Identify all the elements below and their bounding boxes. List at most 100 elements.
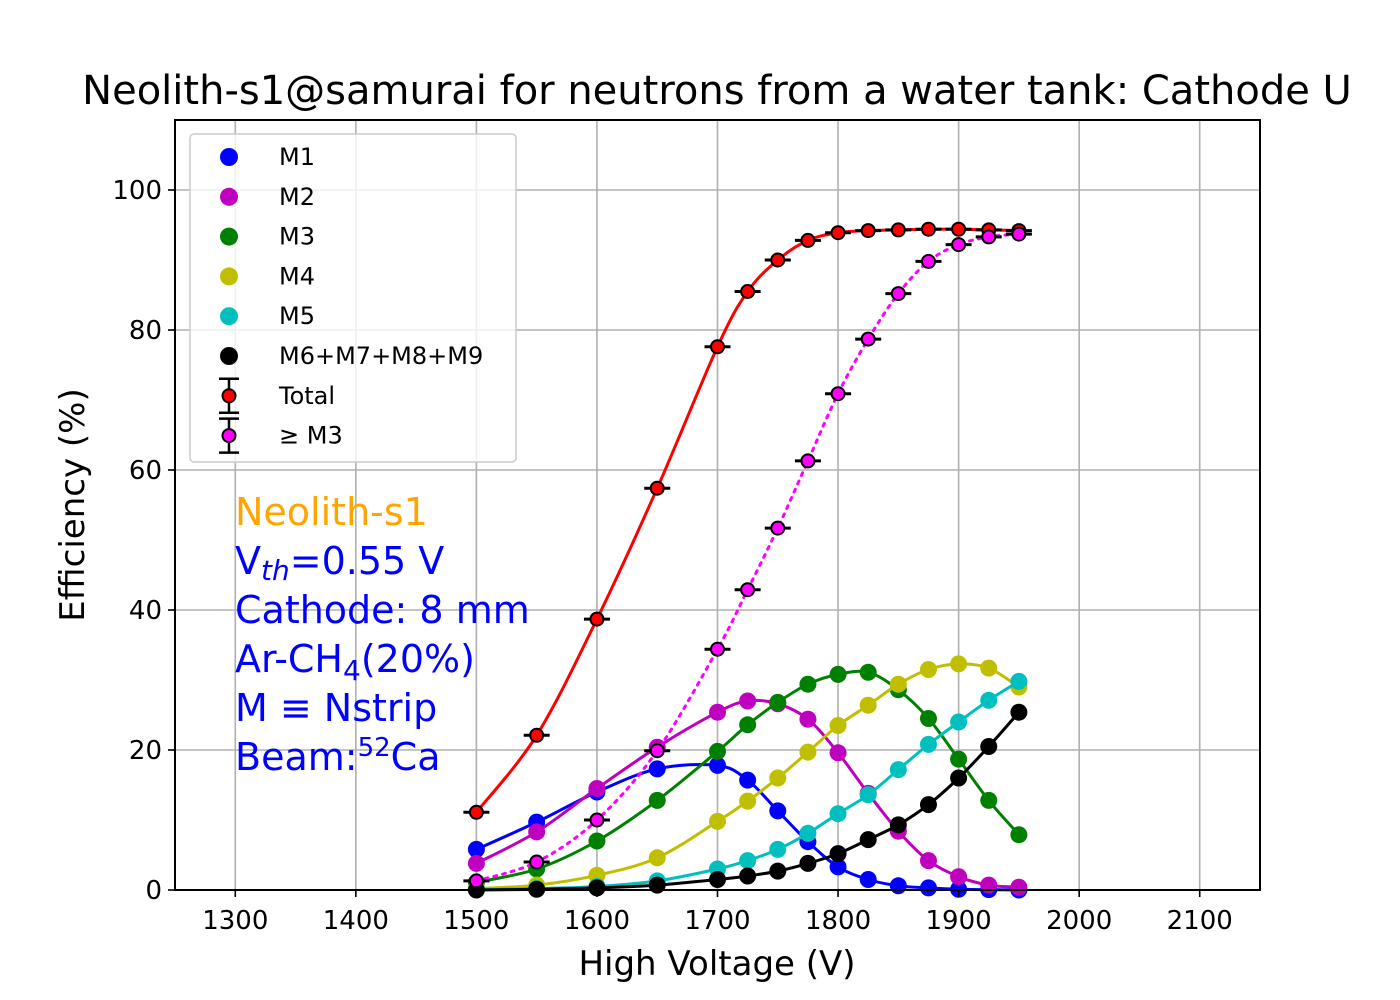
annotation-block: Neolith-s1 Vth=0.55 V Cathode: 8 mm Ar-C… [235,490,530,779]
data-point [889,761,907,779]
data-point [739,692,757,710]
data-point [799,854,817,872]
legend-entry-total: Total [219,377,335,415]
series-m2 [467,692,1028,896]
data-point [800,232,816,248]
data-point [980,738,998,755]
x-tick-label: 1900 [926,906,992,936]
data-point [830,386,846,402]
data-point [1010,826,1028,844]
y-tick-label: 100 [112,176,162,206]
data-point [740,284,756,299]
data-point [739,867,757,885]
data-point [709,812,726,830]
annotation-beam: Beam:52Ca [235,733,440,779]
data-point [799,675,817,693]
data-point [769,862,787,880]
data-point [981,229,997,245]
data-point [829,665,847,683]
data-point [648,791,666,809]
legend-label: M1 [279,143,315,171]
y-axis-title: Efficiency (%) [53,388,93,621]
data-point [769,693,787,711]
legend-entry-m1: M1 [220,143,315,171]
legend-marker [220,267,238,286]
legend-marker [220,307,238,326]
annotation-gas: Ar-CH4(20%) [235,637,475,687]
chart-title: Neolith-s1@samurai for neutrons from a w… [82,68,1352,114]
data-point [799,710,817,728]
annotation-cathode: Cathode: 8 mm [235,588,530,632]
series-line [474,232,1021,883]
legend: M1 M2 M3 M4 M5 M6+M7+M8+M9 Total ≥ M3 [189,133,517,463]
series-layer [463,221,1032,899]
data-point [950,868,968,886]
legend-label: M6+M7+M8+M9 [279,342,483,370]
data-point [799,824,817,842]
data-point [588,832,606,850]
x-tick-label: 1500 [443,906,509,936]
data-point [889,675,907,693]
data-point [588,780,606,797]
legend-entry-m4: M4 [220,262,315,290]
data-point [1010,878,1028,896]
data-point [709,871,726,888]
data-point [648,849,666,867]
data-point [800,453,816,469]
data-point [920,253,936,269]
series-m3 [463,226,1032,889]
data-point [740,582,756,598]
data-point [951,237,967,253]
annotation-multiplicity: M ≡ Nstrip [235,686,437,730]
data-point [529,854,545,870]
legend-entry-m2: M2 [220,183,315,211]
legend-entry-m3: ≥ M3 [219,417,343,454]
data-point [770,520,786,536]
x-tick-label: 1600 [564,906,630,936]
data-point [919,796,937,814]
data-point [588,879,606,897]
data-point [710,641,725,657]
data-point [829,717,847,734]
ticks: 1300 1400 1500 1600 1700 1800 1900 2000 2100 0 20 4… [112,176,1232,936]
data-point [589,812,605,828]
data-point [859,663,877,681]
data-point [467,854,485,872]
legend-label: M3 [279,223,315,251]
data-point [980,659,998,677]
data-point [739,716,757,734]
data-point [890,286,906,302]
data-point [829,744,847,762]
data-point [950,713,968,731]
data-point [1010,703,1028,721]
x-tick-label: 2100 [1167,906,1233,936]
data-point [980,791,998,809]
data-point [919,852,937,870]
data-point [889,816,907,834]
x-tick-label: 2000 [1046,906,1112,936]
data-point [1011,226,1027,242]
data-point [710,339,725,355]
legend-entry-m5: M5 [220,302,315,330]
data-point [951,221,967,237]
legend-marker [220,347,238,365]
data-point [890,222,906,238]
data-point [829,805,847,823]
data-point [860,331,876,347]
data-point [919,879,937,897]
y-tick-label: 80 [129,316,162,346]
data-point [829,858,847,876]
data-point [950,655,968,673]
data-point [648,760,666,778]
data-point [859,696,877,714]
data-point [649,480,665,496]
data-point [648,876,666,894]
data-point [589,611,605,627]
annotation-detector: Neolith-s1 [235,490,428,534]
legend-box [189,133,517,463]
grid [175,120,1260,891]
legend-marker [220,227,238,246]
x-tick-label: 1400 [323,906,389,936]
legend-entry-m6-m7-m8-m9: M6+M7+M8+M9 [220,342,483,370]
